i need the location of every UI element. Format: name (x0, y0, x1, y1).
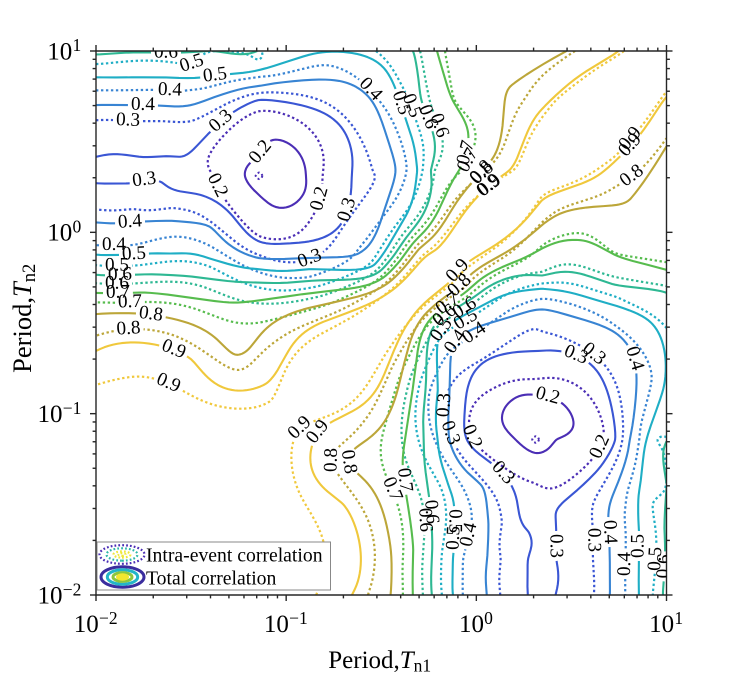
svg-text:1 0 −: 1 0 − 1 (264, 608, 308, 638)
svg-text:0.7: 0.7 (118, 291, 143, 313)
svg-text:0.4: 0.4 (102, 234, 126, 255)
svg-text:0.4: 0.4 (131, 94, 156, 115)
svg-text:1 0 1: 1 0 1 (47, 35, 81, 65)
svg-text:0.5: 0.5 (121, 243, 146, 265)
svg-text:Intra-event correlation: Intra-event correlation (146, 545, 323, 567)
svg-text:0.6: 0.6 (108, 264, 133, 286)
svg-text:0.8: 0.8 (116, 317, 141, 339)
svg-text:Total correlation: Total correlation (146, 568, 277, 590)
svg-text:0.6: 0.6 (653, 553, 675, 578)
svg-text:0.5: 0.5 (644, 546, 666, 571)
svg-text:0.5: 0.5 (628, 534, 649, 558)
svg-text:0.7: 0.7 (393, 467, 417, 494)
svg-text:0.6: 0.6 (154, 42, 179, 63)
svg-text:1 0 −: 1 0 − 2 (74, 608, 118, 638)
svg-text:1 0 −: 1 0 − 2 (38, 579, 82, 609)
svg-text:0.3: 0.3 (433, 392, 456, 418)
svg-text:0.4: 0.4 (614, 551, 635, 576)
svg-text:0.6: 0.6 (105, 273, 129, 294)
svg-text:0.5: 0.5 (444, 509, 465, 533)
svg-text:0.6: 0.6 (414, 507, 436, 532)
svg-text:0.3: 0.3 (131, 168, 157, 192)
svg-text:1 0 0: 1 0 0 (47, 217, 81, 247)
svg-text:0.8: 0.8 (138, 302, 165, 326)
svg-text:0.5: 0.5 (442, 525, 464, 550)
svg-text:P e r i o: P e r i o d , T n 1 (328, 647, 431, 675)
svg-text:0.4: 0.4 (158, 79, 183, 101)
svg-text:0.4: 0.4 (599, 520, 621, 545)
svg-text:0.5: 0.5 (105, 255, 129, 276)
svg-text:1 0 −: 1 0 − 1 (38, 398, 82, 428)
svg-text:0.5: 0.5 (202, 63, 228, 87)
svg-text:0.8: 0.8 (337, 448, 361, 475)
svg-text:P e r i o: P e r i o d , T n 2 (7, 264, 40, 373)
svg-text:0.7: 0.7 (106, 282, 131, 303)
svg-text:1 0 1: 1 0 1 (649, 608, 683, 638)
svg-text:0.6: 0.6 (420, 499, 443, 525)
svg-text:0.8: 0.8 (320, 448, 342, 473)
svg-text:0.4: 0.4 (117, 210, 143, 233)
svg-text:0.3: 0.3 (546, 534, 567, 558)
svg-text:0.3: 0.3 (583, 528, 604, 552)
svg-text:0.3: 0.3 (116, 109, 141, 131)
svg-text:1 0 0: 1 0 0 (459, 608, 493, 638)
